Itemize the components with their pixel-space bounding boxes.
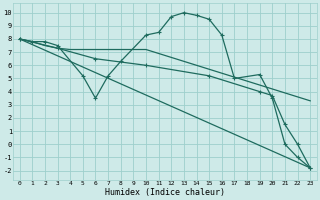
X-axis label: Humidex (Indice chaleur): Humidex (Indice chaleur) [105,188,225,197]
